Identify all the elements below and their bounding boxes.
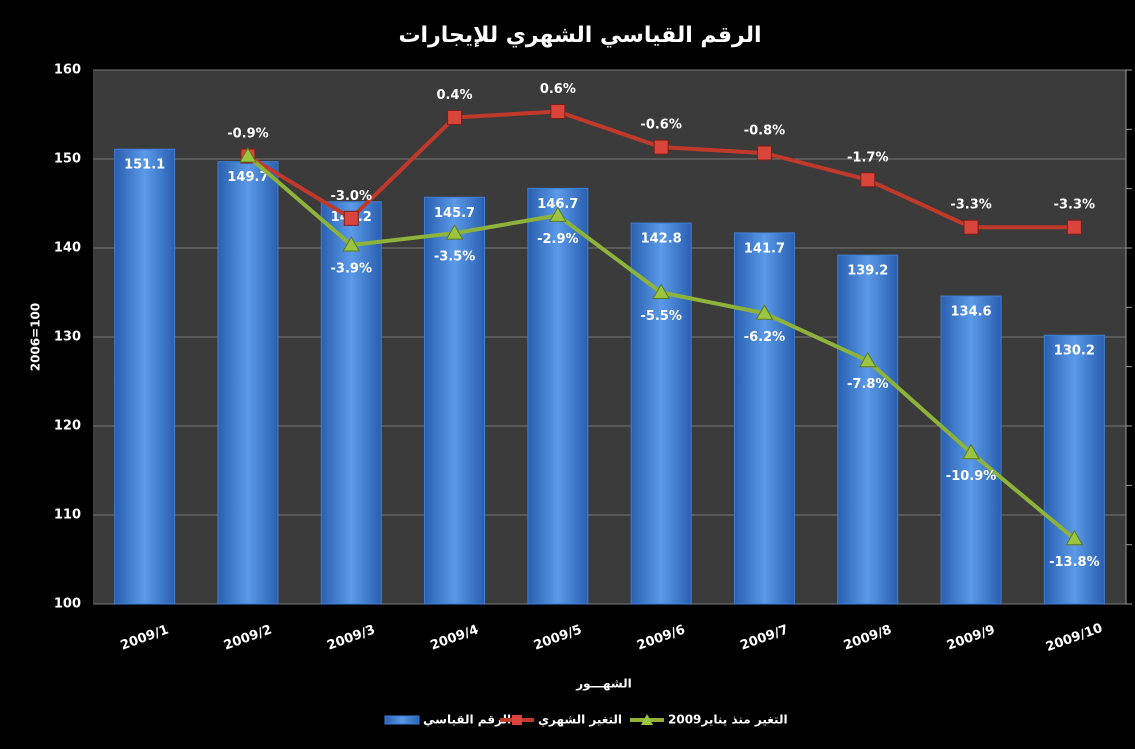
line-value-label: -3.9% bbox=[331, 262, 372, 277]
bar bbox=[424, 196, 486, 605]
bar bbox=[733, 232, 795, 605]
line-value-label: -13.8% bbox=[1049, 555, 1100, 570]
line-value-label: -2.9% bbox=[537, 232, 578, 247]
bar bbox=[837, 254, 899, 605]
bar bbox=[527, 187, 589, 605]
bar-value-label: 139.2 bbox=[847, 264, 888, 279]
y-tick-label: 130 bbox=[54, 330, 81, 345]
legend-swatch bbox=[384, 715, 420, 725]
bar-value-label: 134.6 bbox=[950, 305, 991, 320]
legend-label: الرقم القياسي bbox=[423, 713, 511, 727]
marker bbox=[653, 139, 669, 155]
marker bbox=[548, 206, 567, 222]
line-value-label: -3.0% bbox=[331, 189, 372, 204]
bar-value-label: 149.7 bbox=[227, 170, 268, 185]
marker bbox=[343, 210, 359, 226]
marker bbox=[755, 304, 774, 320]
y-tick-label: 100 bbox=[54, 597, 81, 612]
y-tick-label: 110 bbox=[54, 508, 81, 523]
y-axis-label: 2006=100 bbox=[29, 303, 43, 372]
marker bbox=[962, 443, 980, 460]
line-value-label: 0.6% bbox=[540, 82, 576, 97]
line-value-label: -0.9% bbox=[227, 127, 268, 142]
bar-value-label: 141.7 bbox=[744, 241, 785, 256]
marker bbox=[1066, 219, 1082, 235]
marker bbox=[239, 147, 257, 163]
marker bbox=[550, 104, 566, 120]
bar bbox=[320, 201, 382, 605]
marker bbox=[858, 351, 877, 368]
line-value-label: -7.8% bbox=[847, 377, 888, 392]
marker bbox=[652, 283, 671, 299]
marker bbox=[756, 145, 772, 161]
line-value-label: -3.3% bbox=[1054, 198, 1095, 213]
line-value-label: -6.2% bbox=[744, 330, 785, 345]
bar-value-label: 151.1 bbox=[124, 158, 165, 173]
legend-marker bbox=[512, 715, 522, 725]
y-tick-label: 140 bbox=[54, 241, 81, 256]
bar bbox=[217, 161, 279, 605]
bar bbox=[630, 222, 692, 605]
marker bbox=[447, 109, 463, 125]
legend-label: التغير الشهري bbox=[538, 713, 622, 727]
legend-label: 2009التغير منذ يناير bbox=[668, 713, 788, 727]
line-value-label: -3.5% bbox=[434, 250, 475, 265]
x-axis-label: الشهـــور bbox=[575, 677, 632, 692]
line-value-label: -0.6% bbox=[640, 118, 681, 133]
bar-value-label: 145.7 bbox=[434, 206, 475, 221]
y-tick-label: 120 bbox=[54, 419, 81, 434]
line-value-label: -3.3% bbox=[950, 198, 991, 213]
bar-value-label: 146.7 bbox=[537, 197, 578, 212]
bar bbox=[114, 148, 176, 605]
line-value-label: -10.9% bbox=[946, 469, 997, 484]
line-value-label: -1.7% bbox=[847, 150, 888, 165]
marker bbox=[342, 236, 361, 252]
marker bbox=[860, 172, 876, 188]
line-value-label: -0.8% bbox=[744, 124, 785, 139]
bar bbox=[940, 295, 1002, 605]
bar-value-label: 130.2 bbox=[1054, 344, 1095, 359]
y-tick-label: 160 bbox=[54, 63, 81, 78]
bar-value-label: 142.8 bbox=[641, 232, 682, 247]
legend-marker bbox=[641, 714, 653, 725]
marker bbox=[445, 224, 464, 240]
line-value-label: -5.5% bbox=[640, 309, 681, 324]
bar bbox=[1043, 334, 1105, 605]
y-tick-label: 150 bbox=[54, 152, 81, 167]
marker bbox=[1065, 529, 1084, 546]
chart-title: الرقم القياسي الشهري للإيجارات bbox=[398, 23, 761, 48]
line-value-label: 0.4% bbox=[437, 88, 473, 103]
marker bbox=[963, 219, 979, 235]
